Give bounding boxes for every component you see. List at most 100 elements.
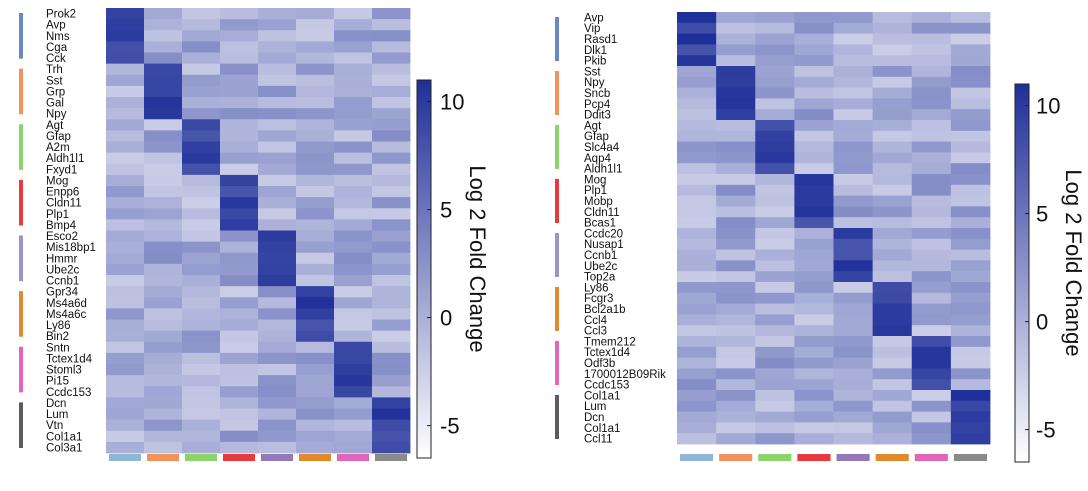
heatmap-cell (950, 120, 991, 132)
gene-label: Mog (584, 174, 606, 186)
heatmap-cell (677, 433, 717, 445)
heatmap-cell (296, 252, 335, 265)
heatmap-cell (182, 341, 221, 354)
heatmap-cell (794, 368, 834, 380)
heatmap-cell (833, 411, 874, 423)
heatmap-cell (220, 186, 259, 198)
heatmap-cell (755, 260, 795, 272)
cluster-bar (555, 71, 559, 115)
heatmap-cell (833, 44, 874, 56)
heatmap-cell (794, 357, 834, 369)
heatmap-cell (258, 130, 297, 142)
heatmap-cell (755, 44, 795, 56)
heatmap-cell (716, 206, 756, 218)
heatmap-cell (220, 85, 259, 98)
heatmap-cell (833, 260, 874, 272)
heatmap-cell (106, 275, 145, 287)
heatmap-cell (833, 22, 874, 34)
heatmap-cell (258, 119, 297, 131)
heatmap-cell (794, 184, 834, 196)
heatmap-cell (872, 44, 913, 56)
heatmap-cell (220, 430, 259, 443)
heatmap-cell (950, 271, 991, 283)
heatmap-cell (106, 263, 145, 276)
heatmap-cell (716, 282, 756, 294)
heatmap-cell (296, 219, 335, 231)
heatmap-cell (950, 411, 991, 423)
gene-label: 1700012B09Rik (584, 369, 666, 381)
heatmap-cell (677, 390, 717, 402)
heatmap-cell (794, 163, 834, 175)
heatmap-cell (677, 44, 717, 56)
heatmap-cell (372, 308, 411, 320)
heatmap-cell (258, 41, 297, 53)
heatmap-cell (372, 208, 411, 220)
heatmap-cell (106, 219, 145, 231)
heatmap-cell (911, 390, 952, 402)
heatmap-cell (220, 63, 259, 76)
colorbar-tick-label: 0 (1036, 310, 1048, 335)
heatmap-cell (220, 108, 259, 120)
heatmap-cell (872, 195, 913, 207)
heatmap-cell (220, 319, 259, 332)
gene-label: Gfap (584, 131, 609, 143)
heatmap-cell (258, 297, 297, 309)
heatmap-cell (106, 352, 145, 365)
heatmap-cell (872, 282, 913, 294)
heatmap-cell (106, 8, 145, 20)
heatmap-cell (334, 186, 373, 198)
heatmap-cell (144, 375, 183, 387)
heatmap-cell (872, 109, 913, 121)
heatmap-cell (716, 271, 756, 283)
gene-label: Ccnb1 (584, 250, 617, 262)
heatmap-cell (872, 238, 913, 250)
heatmap-cells (106, 8, 411, 454)
heatmap-cell (182, 197, 221, 209)
heatmap-cell (182, 419, 221, 432)
heatmap-cell (220, 30, 259, 42)
heatmap-cell (106, 74, 145, 87)
heatmap-cell (182, 319, 221, 332)
gene-label: Slc4a4 (584, 142, 620, 154)
heatmap-cell (872, 260, 913, 272)
heatmap-cell (833, 346, 874, 358)
heatmap-cell (372, 19, 411, 31)
heatmap-cell (911, 368, 952, 380)
heatmap-cell (182, 152, 221, 165)
gene-label: Ms4a6c (46, 309, 87, 321)
gene-label: Aldh1l1 (584, 164, 622, 176)
heatmap-cell (372, 397, 411, 409)
heatmap-cell (182, 297, 221, 309)
heatmap-cell (755, 422, 795, 434)
gene-label: Sst (46, 75, 63, 87)
heatmap-cell (372, 8, 411, 20)
gene-label: Ccl11 (584, 434, 613, 446)
heatmap-cell (911, 346, 952, 358)
cluster-strip-swatch (836, 454, 870, 461)
heatmap-cell (220, 297, 259, 309)
heatmap-cell (872, 433, 913, 445)
cluster-bar (19, 13, 23, 59)
heatmap-cell (833, 163, 874, 175)
heatmap-cell (372, 352, 411, 365)
heatmap-cell (755, 206, 795, 218)
heatmap-cell (372, 163, 411, 176)
heatmap-cell (911, 217, 952, 229)
heatmap-cell (911, 292, 952, 304)
heatmap-cell (950, 22, 991, 34)
heatmap-cell (182, 186, 221, 198)
heatmap-cell (334, 197, 373, 209)
heatmap-cell (296, 319, 335, 332)
heatmap-cell (911, 325, 952, 337)
gene-label: Tmem212 (584, 336, 636, 348)
cluster-strip-swatch (797, 454, 831, 461)
heatmap-cell (372, 74, 411, 87)
cluster-strip-swatch (185, 454, 217, 461)
heatmap-cell (220, 8, 259, 20)
heatmap-cell (258, 263, 297, 276)
heatmap-cell (833, 357, 874, 369)
heatmap-cell (833, 206, 874, 218)
cluster-strip (680, 454, 988, 461)
heatmap-cell (334, 85, 373, 98)
heatmap-cell (794, 174, 834, 186)
